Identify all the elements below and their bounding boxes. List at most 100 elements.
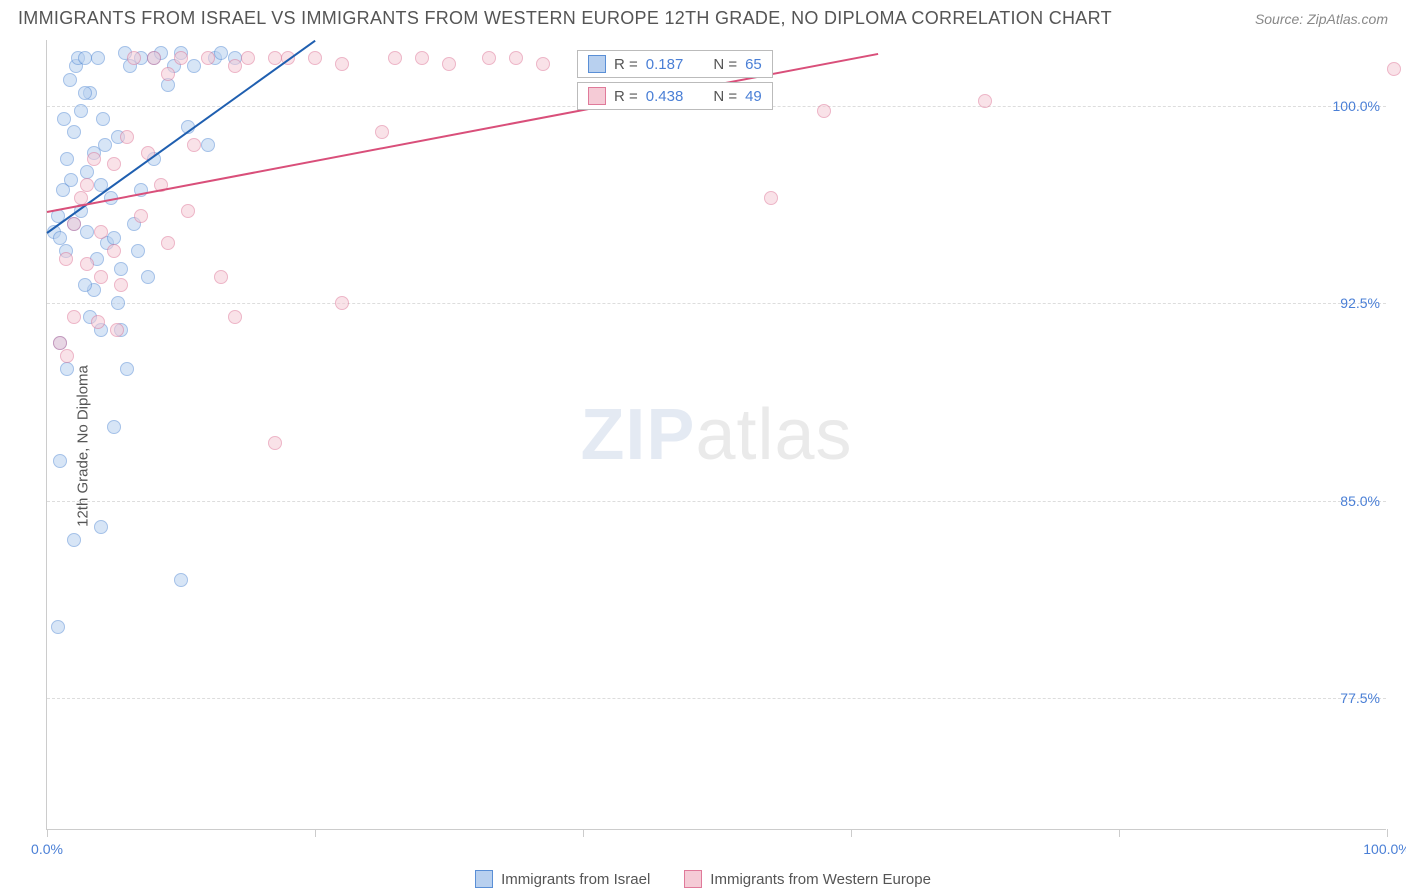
n-value: 49 — [745, 88, 762, 105]
title-bar: IMMIGRANTS FROM ISRAEL VS IMMIGRANTS FRO… — [18, 8, 1388, 29]
scatter-point — [187, 138, 201, 152]
scatter-point — [78, 278, 92, 292]
r-value: 0.187 — [646, 56, 684, 73]
scatter-point — [1387, 62, 1401, 76]
source-attribution: Source: ZipAtlas.com — [1255, 11, 1388, 27]
scatter-point — [114, 262, 128, 276]
scatter-point — [131, 244, 145, 258]
scatter-point — [53, 454, 67, 468]
x-tick — [583, 829, 584, 837]
legend-label-weurope: Immigrants from Western Europe — [710, 871, 931, 888]
scatter-point — [201, 138, 215, 152]
scatter-point — [91, 51, 105, 65]
scatter-point — [53, 336, 67, 350]
scatter-point — [141, 270, 155, 284]
scatter-point — [241, 51, 255, 65]
scatter-point — [87, 152, 101, 166]
scatter-point — [67, 310, 81, 324]
gridline — [47, 303, 1386, 304]
scatter-point — [147, 51, 161, 65]
correlation-swatch — [588, 55, 606, 73]
n-value: 65 — [745, 56, 762, 73]
scatter-point — [53, 231, 67, 245]
scatter-point — [187, 59, 201, 73]
scatter-point — [107, 231, 121, 245]
scatter-point — [91, 315, 105, 329]
scatter-point — [482, 51, 496, 65]
scatter-point — [59, 252, 73, 266]
correlation-box: R = 0.187 N = 65 — [577, 50, 773, 78]
y-tick-label: 77.5% — [1340, 690, 1380, 706]
scatter-point — [161, 67, 175, 81]
scatter-point — [161, 236, 175, 250]
x-tick — [1119, 829, 1120, 837]
legend-swatch-weurope — [684, 870, 702, 888]
x-tick — [1387, 829, 1388, 837]
scatter-point — [181, 204, 195, 218]
scatter-point — [80, 257, 94, 271]
correlation-swatch — [588, 87, 606, 105]
scatter-point — [94, 520, 108, 534]
watermark-bold: ZIP — [580, 395, 695, 475]
scatter-point — [308, 51, 322, 65]
scatter-point — [817, 104, 831, 118]
scatter-point — [174, 51, 188, 65]
x-tick — [47, 829, 48, 837]
bottom-legend: Immigrants from Israel Immigrants from W… — [0, 870, 1406, 888]
scatter-point — [74, 104, 88, 118]
scatter-point — [107, 420, 121, 434]
legend-item-weurope: Immigrants from Western Europe — [684, 870, 931, 888]
scatter-point — [127, 51, 141, 65]
scatter-point — [67, 533, 81, 547]
scatter-point — [228, 59, 242, 73]
scatter-point — [67, 217, 81, 231]
r-label: R = — [614, 88, 638, 105]
y-tick-label: 85.0% — [1340, 493, 1380, 509]
source-label: Source: — [1255, 11, 1307, 27]
scatter-point — [111, 296, 125, 310]
scatter-point — [80, 225, 94, 239]
scatter-point — [94, 225, 108, 239]
scatter-point — [78, 86, 92, 100]
scatter-point — [214, 46, 228, 60]
scatter-point — [335, 57, 349, 71]
scatter-point — [96, 112, 110, 126]
y-tick-label: 92.5% — [1340, 295, 1380, 311]
scatter-point — [388, 51, 402, 65]
scatter-point — [335, 296, 349, 310]
n-label: N = — [713, 88, 737, 105]
scatter-point — [80, 165, 94, 179]
n-label: N = — [713, 56, 737, 73]
y-tick-label: 100.0% — [1333, 98, 1380, 114]
watermark: ZIPatlas — [580, 394, 852, 476]
scatter-point — [67, 125, 81, 139]
scatter-point — [51, 620, 65, 634]
scatter-point — [442, 57, 456, 71]
chart-title: IMMIGRANTS FROM ISRAEL VS IMMIGRANTS FRO… — [18, 8, 1112, 29]
scatter-point — [228, 310, 242, 324]
scatter-point — [60, 349, 74, 363]
scatter-point — [94, 270, 108, 284]
x-tick-label: 0.0% — [31, 841, 63, 857]
watermark-light: atlas — [695, 395, 852, 475]
correlation-box: R = 0.438N = 49 — [577, 82, 773, 110]
scatter-point — [60, 362, 74, 376]
x-tick-label: 100.0% — [1363, 841, 1406, 857]
scatter-point — [375, 125, 389, 139]
scatter-point — [978, 94, 992, 108]
scatter-point — [764, 191, 778, 205]
scatter-point — [415, 51, 429, 65]
r-label: R = — [614, 56, 638, 73]
x-tick — [315, 829, 316, 837]
scatter-point — [174, 573, 188, 587]
scatter-point — [57, 112, 71, 126]
scatter-point — [134, 209, 148, 223]
scatter-point — [98, 138, 112, 152]
scatter-point — [107, 244, 121, 258]
scatter-point — [63, 73, 77, 87]
scatter-point — [80, 178, 94, 192]
scatter-point — [509, 51, 523, 65]
legend-item-israel: Immigrants from Israel — [475, 870, 650, 888]
scatter-point — [78, 51, 92, 65]
scatter-point — [110, 323, 124, 337]
